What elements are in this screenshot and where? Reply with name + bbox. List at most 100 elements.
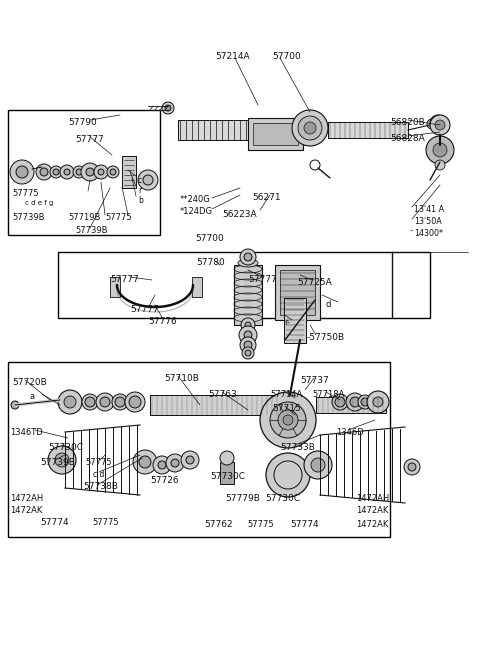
Text: 57700: 57700	[272, 52, 301, 61]
Circle shape	[16, 166, 28, 178]
Text: 57775: 57775	[247, 520, 274, 529]
Circle shape	[100, 397, 110, 407]
Text: c d e f g: c d e f g	[25, 200, 53, 206]
Circle shape	[242, 347, 254, 359]
Bar	[248, 118, 303, 150]
Text: **240G: **240G	[180, 195, 211, 204]
Bar	[253, 123, 298, 145]
Text: *124DG: *124DG	[180, 207, 213, 216]
Circle shape	[86, 168, 94, 176]
Circle shape	[298, 116, 322, 140]
Circle shape	[430, 115, 450, 135]
Circle shape	[58, 390, 82, 414]
Bar	[192, 277, 202, 297]
Circle shape	[64, 169, 70, 175]
Circle shape	[241, 318, 255, 332]
Circle shape	[361, 398, 369, 406]
Bar	[8, 362, 390, 537]
Circle shape	[165, 105, 171, 111]
Circle shape	[240, 337, 256, 353]
Text: 57738B: 57738B	[83, 482, 118, 491]
Text: 57777: 57777	[75, 135, 104, 144]
Circle shape	[158, 461, 166, 469]
Circle shape	[64, 396, 76, 408]
Circle shape	[53, 169, 59, 175]
Bar	[122, 156, 136, 188]
Circle shape	[129, 396, 141, 408]
Circle shape	[48, 446, 76, 474]
Circle shape	[404, 459, 420, 475]
Circle shape	[270, 402, 306, 438]
Text: 57733B: 57733B	[280, 443, 315, 452]
Bar	[58, 252, 430, 318]
Text: 14300*: 14300*	[414, 229, 443, 238]
Text: 57719B: 57719B	[68, 213, 100, 222]
Text: 57779B: 57779B	[225, 494, 260, 503]
Text: 1472AK: 1472AK	[356, 520, 388, 529]
Circle shape	[278, 410, 298, 430]
Text: 1472AH: 1472AH	[356, 494, 389, 503]
Ellipse shape	[238, 259, 258, 267]
Text: 57739B: 57739B	[75, 226, 108, 235]
Bar	[328, 122, 408, 138]
Circle shape	[367, 391, 389, 413]
Circle shape	[138, 170, 158, 190]
Text: 57739B: 57739B	[40, 458, 75, 467]
Circle shape	[110, 169, 116, 175]
Text: 57775: 57775	[92, 518, 119, 527]
Circle shape	[304, 451, 332, 479]
Text: c d: c d	[93, 470, 104, 479]
Text: 1472AH: 1472AH	[10, 494, 43, 503]
Circle shape	[115, 397, 125, 407]
Text: 57739B: 57739B	[12, 213, 45, 222]
Circle shape	[107, 166, 119, 178]
Bar	[316, 397, 386, 413]
Text: 57775: 57775	[85, 458, 112, 467]
Circle shape	[426, 136, 454, 164]
Text: -57750B: -57750B	[307, 333, 345, 342]
Circle shape	[433, 143, 447, 157]
Text: d: d	[326, 300, 331, 309]
Text: 57730C: 57730C	[210, 472, 245, 481]
Circle shape	[266, 453, 310, 497]
Circle shape	[112, 394, 128, 410]
Circle shape	[60, 165, 74, 179]
Circle shape	[85, 397, 95, 407]
Circle shape	[220, 451, 234, 465]
Text: 57775: 57775	[105, 213, 132, 222]
Text: r: r	[138, 186, 141, 195]
Text: 1472AK: 1472AK	[10, 506, 42, 515]
Circle shape	[332, 394, 348, 410]
Circle shape	[133, 450, 157, 474]
Text: 57714A: 57714A	[270, 390, 302, 399]
Circle shape	[435, 120, 445, 130]
Circle shape	[139, 456, 151, 468]
Circle shape	[153, 456, 171, 474]
Circle shape	[73, 166, 85, 178]
Circle shape	[244, 331, 252, 339]
Circle shape	[11, 401, 19, 409]
Circle shape	[408, 463, 416, 471]
Bar	[220, 462, 234, 484]
Text: 57720B: 57720B	[12, 378, 47, 387]
Text: 57790: 57790	[68, 118, 97, 127]
Text: 1346TD: 1346TD	[10, 428, 43, 437]
Circle shape	[245, 350, 251, 356]
Text: 57710B: 57710B	[164, 374, 199, 383]
Circle shape	[240, 249, 256, 265]
Text: 57730C: 57730C	[265, 494, 300, 503]
Circle shape	[125, 392, 145, 412]
Circle shape	[98, 169, 104, 175]
Circle shape	[166, 454, 184, 472]
Circle shape	[435, 160, 445, 170]
Circle shape	[96, 393, 114, 411]
Circle shape	[181, 451, 199, 469]
Circle shape	[373, 397, 383, 407]
Circle shape	[143, 175, 153, 185]
Circle shape	[335, 397, 345, 407]
Text: c: c	[138, 176, 142, 185]
Text: 57776: 57776	[148, 317, 177, 326]
Bar	[178, 120, 250, 140]
Text: 56820B: 56820B	[390, 118, 425, 127]
Text: 57737: 57737	[300, 376, 329, 385]
